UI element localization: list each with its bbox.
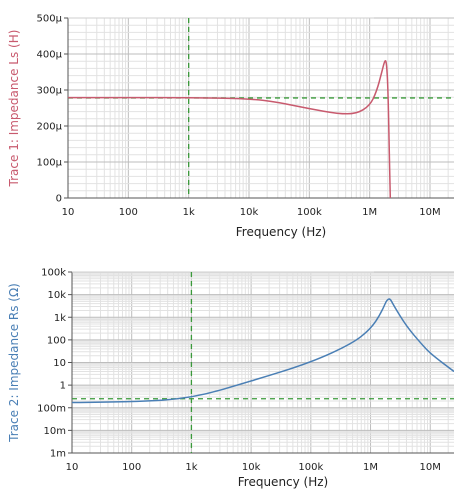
- y-tick-label: 10: [53, 358, 66, 369]
- x-tick-label: 100: [122, 462, 141, 473]
- x-axis-title: Frequency (Hz): [236, 225, 327, 239]
- y-tick-label: 1m: [50, 449, 66, 460]
- y-tick-label: 400µ: [37, 50, 63, 61]
- x-tick-label: 100k: [297, 207, 322, 218]
- x-tick-label: 1k: [185, 462, 197, 473]
- x-tick-label: 10M: [420, 462, 441, 473]
- y-tick-label: 1: [60, 381, 66, 392]
- y-axis-title: Trace 1: Impedance Ls (H): [7, 30, 21, 188]
- series-line: [71, 298, 454, 404]
- y-tick-label: 1k: [54, 313, 66, 324]
- x-tick-label: 10: [66, 462, 79, 473]
- y-tick-label: 100m: [37, 403, 66, 414]
- x-tick-label: 10M: [419, 207, 440, 218]
- y-tick-label: 200µ: [37, 122, 63, 133]
- x-tick-label: 10k: [240, 207, 259, 218]
- x-tick-label: 1M: [363, 462, 378, 473]
- y-tick-label: 300µ: [37, 86, 63, 97]
- x-tick-label: 1M: [362, 207, 377, 218]
- chart-1: 10 100 1k 10k 100k 1M 10M 0 100µ 200µ 300µ 400µ 500µ…: [7, 14, 454, 239]
- y-tick-label: 0: [56, 194, 62, 205]
- x-tick-label: 10k: [242, 462, 261, 473]
- x-tick-label: 1k: [183, 207, 195, 218]
- y-axis-title: Trace 2: Impedance Rs (Ω): [7, 283, 21, 443]
- x-tick-label: 10: [62, 207, 75, 218]
- y-tick-label: 10k: [47, 290, 66, 301]
- series-line: [68, 60, 392, 199]
- grid: [71, 271, 454, 454]
- chart-2: 10 100 1k 10k 100k 1M 10M 1m 10m 100m 1 10 100 1k 10k 1…: [7, 268, 454, 489]
- y-tick-label: 100: [47, 335, 66, 346]
- x-axis-title: Frequency (Hz): [238, 475, 329, 489]
- x-tick-label: 100: [119, 207, 138, 218]
- y-tick-label: 500µ: [37, 14, 63, 25]
- y-tick-label: 100µ: [37, 158, 63, 169]
- x-tick-label: 100k: [298, 462, 323, 473]
- y-tick-label: 10m: [44, 426, 66, 437]
- y-tick-label: 100k: [41, 268, 66, 279]
- grid: [67, 17, 454, 199]
